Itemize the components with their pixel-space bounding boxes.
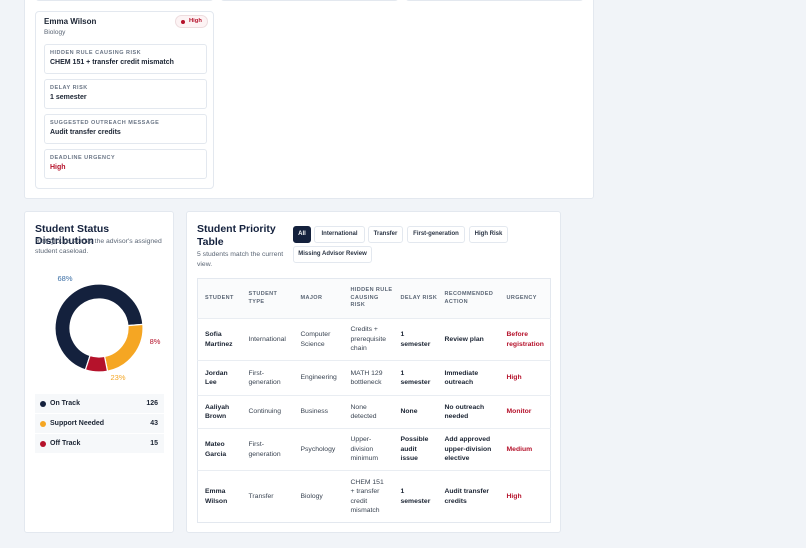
filter-button[interactable]: First-generation [407,226,465,243]
table-cell: Review plan [437,318,500,361]
column-header: MAJOR [293,278,344,319]
table-cell: Emma Wilson [197,470,242,523]
table-cell: Psychology [293,428,344,471]
table-cell: Continuing [241,395,294,429]
table-cell: Possible audit issue [393,428,438,471]
table-cell: Engineering [293,360,344,396]
risk-field: DELAY RISK 1 semester [44,79,207,109]
table-cell: Mateo Garcia [197,428,242,471]
legend-name: Support Needed [50,420,105,427]
table-cell: None [393,395,438,429]
table-cell: CHEM 151 + transfer credit mismatch [343,470,394,523]
table-cell: No outreach needed [437,395,500,429]
legend-dot [40,441,46,447]
field-label: DEADLINE URGENCY [50,155,116,161]
field-value: High [50,164,66,171]
risk-panel: Emma Wilson Biology High HIDDEN RULE CAU… [24,0,594,199]
table-row: Jordan Lee First-generation Engineering MAT… [197,360,551,396]
table-row: Mateo Garcia First-generation Psychology Up… [197,428,551,471]
filter-button[interactable]: Transfer [368,226,403,243]
filter-button[interactable]: High Risk [469,226,508,243]
panel-subtitle: Risk groups across the advisor's assigne… [35,238,162,255]
table-cell: Medium [499,428,551,471]
column-header: DELAY RISK [393,278,438,319]
legend-item: Off Track 15 [35,434,164,453]
table-cell: 1 semester [393,360,438,396]
risk-field: HIDDEN RULE CAUSING RISK CHEM 151 + trans… [44,44,207,74]
legend-item: Support Needed 43 [35,414,164,433]
field-value: 1 semester [50,94,87,101]
table-cell: Biology [293,470,344,523]
column-header: STUDENT TYPE [241,278,294,319]
risk-field: DEADLINE URGENCY High [44,149,207,179]
table-cell: Sofia Martinez [197,318,242,361]
table-cell: Transfer [241,470,294,523]
table-cell: High [499,470,551,523]
legend-count: 15 [150,440,158,447]
table-cell: International [241,318,294,361]
urgency-badge: High [175,15,208,28]
table-row: Aaliyah Brown Continuing Business None dete… [197,395,551,429]
filter-button[interactable]: All [293,226,311,243]
legend-count: 43 [150,420,158,427]
field-value: Audit transfer credits [50,129,121,136]
table-cell: Immediate outreach [437,360,500,396]
badge-text: High [189,18,202,24]
legend-name: Off Track [50,440,81,447]
panel-title: Student Priority Table [197,223,276,248]
student-name: Emma Wilson [44,17,97,26]
field-label: DELAY RISK [50,85,88,91]
table-cell: Business [293,395,344,429]
filter-button[interactable]: International [314,226,365,243]
table-cell: Credits + prerequisite chain [343,318,394,361]
panel-title: Student Status Distribution [35,223,110,247]
table-cell: First-generation [241,428,294,471]
risk-card: Emma Wilson Biology High HIDDEN RULE CAU… [35,11,214,189]
table-cell: High [499,360,551,396]
table-cell: Aaliyah Brown [197,395,242,429]
table-cell: Monitor [499,395,551,429]
table-cell: Upper-division minimum [343,428,394,471]
table-cell: None detected [343,395,394,429]
panel-subtitle: 5 students match the current view. [197,251,284,268]
legend-name: On Track [50,400,80,407]
field-value: CHEM 151 + transfer credit mismatch [50,59,174,66]
table-cell: 1 semester [393,470,438,523]
risk-field: SUGGESTED OUTREACH MESSAGE Audit transfer… [44,114,207,144]
table-cell: Before registration [499,318,551,361]
table-cell: Computer Science [293,318,344,361]
column-header: HIDDEN RULE CAUSING RISK [343,278,394,319]
table-row: Emma Wilson Transfer Biology CHEM 151 + tra… [197,470,551,523]
card-stub [220,0,399,1]
header-row: STUDENT STUDENT TYPE MAJOR HIDDEN RULE CAUS… [197,278,551,319]
card-stub [35,0,214,1]
table-row: Sofia Martinez International Computer Scie… [197,318,551,361]
field-label: HIDDEN RULE CAUSING RISK [50,50,142,56]
legend-dot [40,421,46,427]
filter-button[interactable]: Missing Advisor Review [293,246,372,263]
column-header: STUDENT [197,278,242,319]
legend-dot [40,401,46,407]
column-header: RECOMMENDED ACTION [437,278,500,319]
column-header: URGENCY [499,278,551,319]
badge-dot [181,20,185,24]
field-label: SUGGESTED OUTREACH MESSAGE [50,120,160,126]
distribution-panel: Student Status Distribution Risk groups … [24,211,174,533]
table-cell: Jordan Lee [197,360,242,396]
table-cell: Audit transfer credits [437,470,500,523]
table-cell: MATH 129 bottleneck [343,360,394,396]
legend-count: 126 [146,400,158,407]
table-cell: 1 semester [393,318,438,361]
table-cell: First-generation [241,360,294,396]
priority-table: STUDENT STUDENT TYPE MAJOR HIDDEN RULE CAUS… [197,278,551,523]
card-stub [405,0,584,1]
legend-item: On Track 126 [35,394,164,413]
student-major: Biology [44,29,66,36]
table-cell: Add approved upper-division elective [437,428,500,471]
